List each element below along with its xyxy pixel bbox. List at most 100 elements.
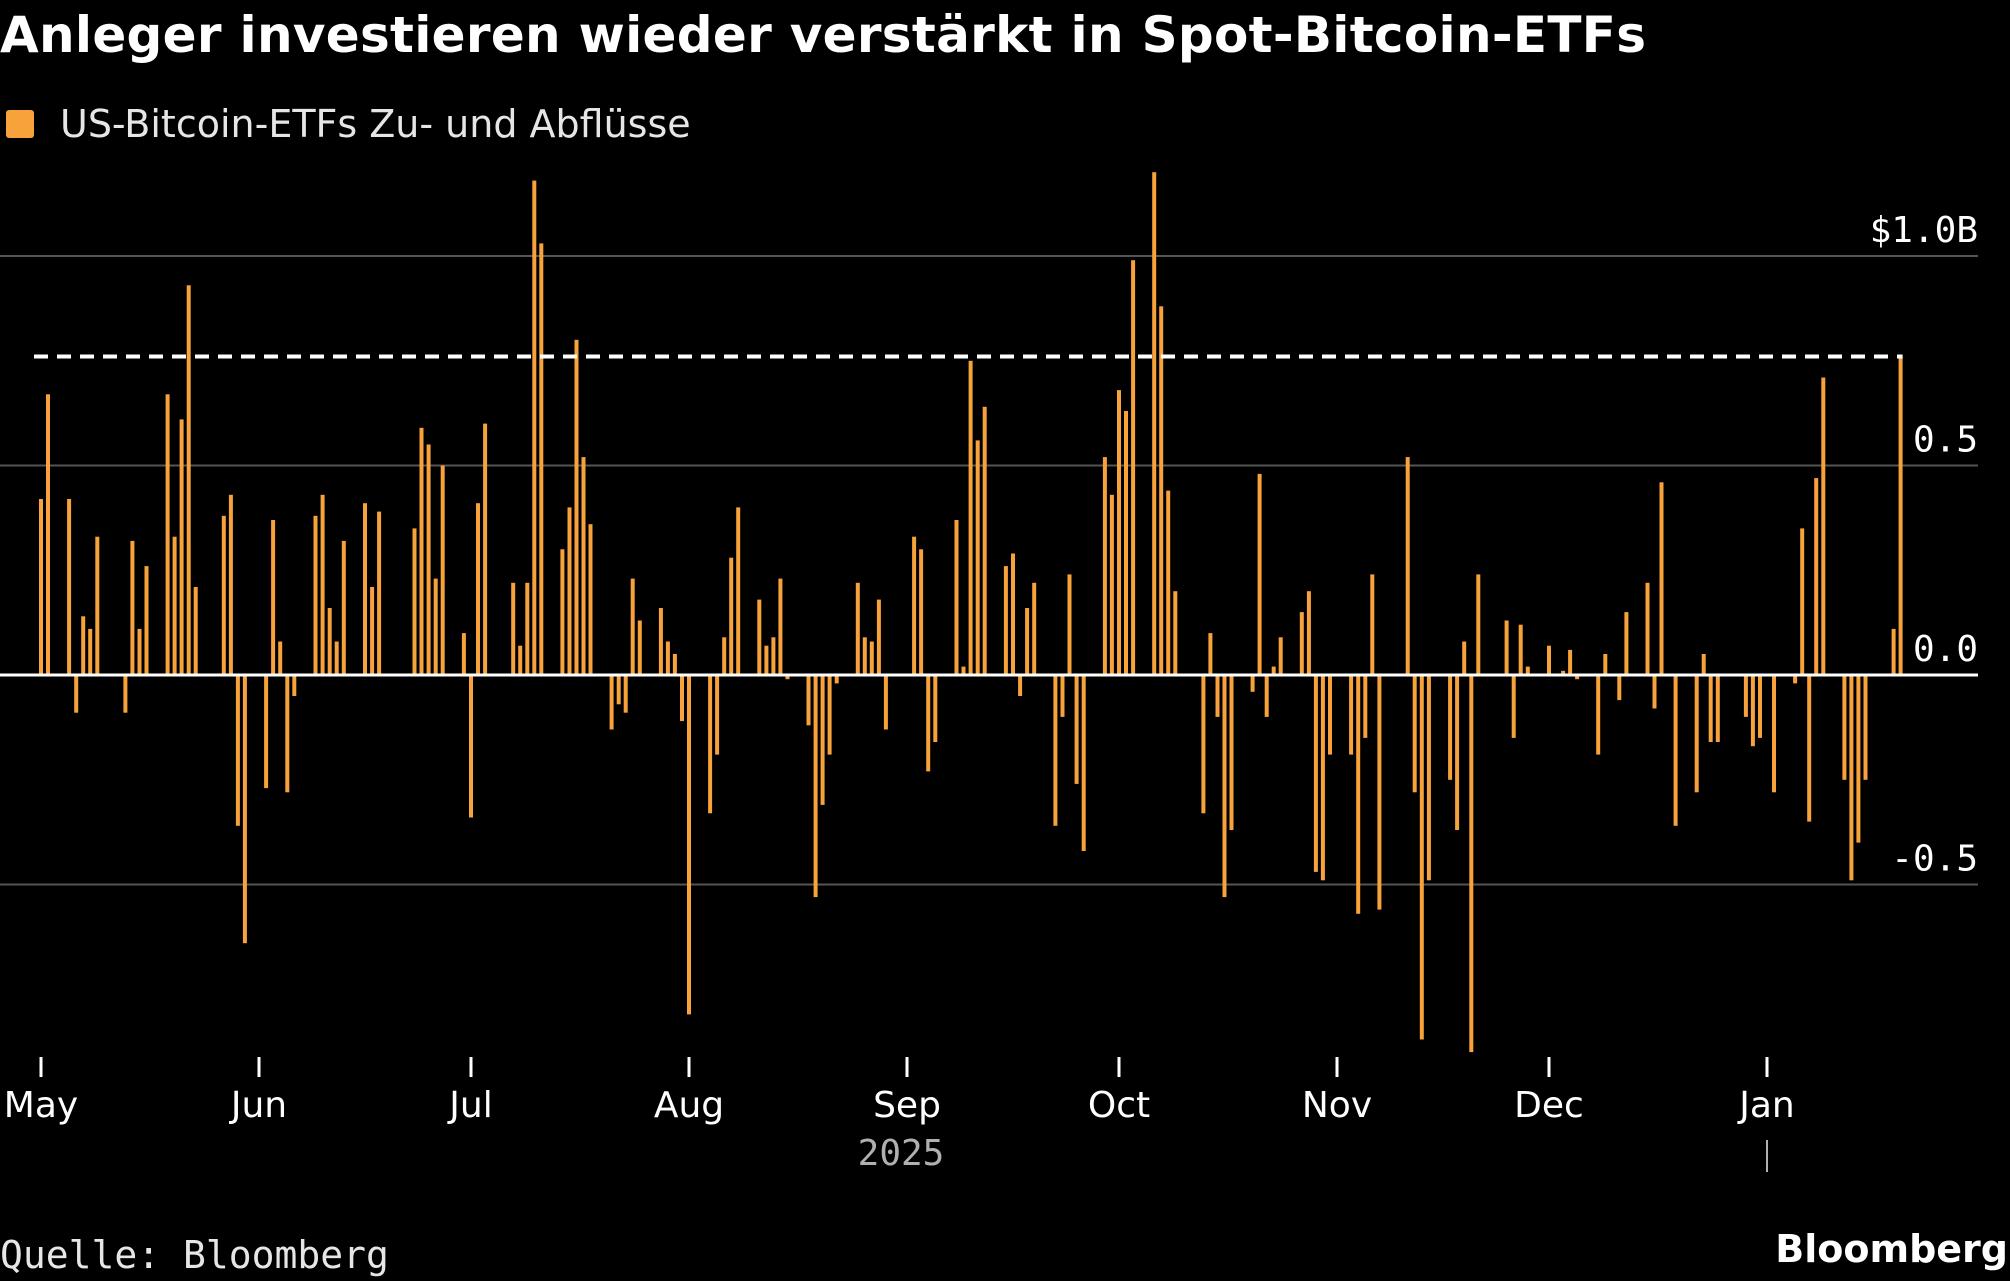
bar xyxy=(370,587,375,675)
bar xyxy=(1313,675,1318,872)
bar xyxy=(327,608,332,675)
bar xyxy=(235,675,240,826)
bar xyxy=(186,285,191,675)
bar xyxy=(1208,633,1213,675)
bar xyxy=(1067,574,1072,675)
gridlines xyxy=(0,255,1978,886)
bar xyxy=(834,675,839,684)
bar xyxy=(1109,494,1114,675)
y-tick-label: -0.5 xyxy=(1891,839,1978,880)
bar xyxy=(1603,654,1608,675)
bar xyxy=(539,243,544,675)
bar xyxy=(1159,306,1164,675)
bar xyxy=(912,536,917,675)
bar xyxy=(1271,666,1276,675)
bar xyxy=(88,628,93,675)
x-tick-label: Aug xyxy=(654,1085,724,1126)
bar xyxy=(680,675,684,722)
bar xyxy=(1405,457,1410,675)
bar xyxy=(1222,675,1227,898)
bar xyxy=(476,503,480,675)
bar xyxy=(1596,675,1601,755)
bar xyxy=(1525,666,1530,675)
bar xyxy=(1117,390,1121,675)
bar xyxy=(1750,675,1755,747)
bar xyxy=(876,599,881,675)
bar xyxy=(1856,675,1861,843)
bar xyxy=(433,578,438,675)
bar xyxy=(813,675,818,898)
bar xyxy=(525,582,530,675)
x-tick-label: Sep xyxy=(873,1085,941,1126)
bar xyxy=(1102,457,1107,675)
bar xyxy=(862,637,867,675)
bar xyxy=(616,675,621,705)
bar xyxy=(778,578,783,675)
bar xyxy=(320,494,325,675)
bar xyxy=(1462,641,1467,675)
bar xyxy=(341,540,346,675)
bar xyxy=(729,557,734,675)
bar xyxy=(637,620,642,675)
bar xyxy=(1060,675,1065,717)
bar xyxy=(67,499,72,675)
bar xyxy=(532,180,537,675)
bars xyxy=(39,172,1903,1053)
bar xyxy=(1011,553,1015,675)
bar xyxy=(1215,675,1220,717)
bar xyxy=(1624,612,1629,675)
bar xyxy=(1173,591,1178,675)
bar xyxy=(757,599,762,675)
bar xyxy=(1306,591,1311,675)
bar xyxy=(1363,675,1368,738)
legend-swatch xyxy=(6,110,34,138)
bar xyxy=(1349,675,1354,755)
bar xyxy=(264,675,269,789)
bar xyxy=(567,507,572,675)
bar xyxy=(771,637,776,675)
bar xyxy=(1152,172,1157,675)
bar xyxy=(1694,675,1699,793)
bar xyxy=(1469,675,1474,1053)
bar xyxy=(954,520,959,675)
bar xyxy=(130,540,135,675)
bar xyxy=(968,360,973,676)
bar xyxy=(1743,675,1748,717)
bar xyxy=(1032,582,1037,675)
bar xyxy=(926,675,931,772)
chart-title: Anleger investieren wieder verstärkt in … xyxy=(0,6,1647,64)
bar xyxy=(1370,574,1375,675)
bar xyxy=(1708,675,1713,742)
bar xyxy=(221,515,226,675)
bar xyxy=(1807,675,1812,822)
bar xyxy=(461,633,466,675)
bar xyxy=(1575,675,1580,680)
bar xyxy=(806,675,811,726)
bar xyxy=(172,536,177,675)
bar xyxy=(1645,582,1650,675)
bar xyxy=(1278,637,1283,675)
bar xyxy=(278,641,283,675)
bar xyxy=(46,394,50,675)
bar xyxy=(574,339,579,675)
y-tick-label: $1.0B xyxy=(1870,210,1978,251)
year-label: 2025 xyxy=(858,1133,945,1174)
bar xyxy=(426,444,431,675)
bar xyxy=(722,637,727,675)
legend: US-Bitcoin-ETFs Zu- und Abflüsse xyxy=(6,102,691,146)
bar xyxy=(1659,482,1664,675)
bar xyxy=(1257,473,1262,675)
bar xyxy=(1842,675,1847,780)
bar xyxy=(334,641,339,675)
bar xyxy=(440,465,445,675)
bar xyxy=(715,675,720,755)
bar xyxy=(883,675,888,730)
x-tick-label: Dec xyxy=(1514,1085,1584,1126)
bar xyxy=(39,499,43,675)
bar xyxy=(1891,628,1896,675)
bar xyxy=(518,645,523,675)
bar xyxy=(623,675,628,713)
bar xyxy=(1412,675,1417,793)
bar xyxy=(827,675,832,755)
